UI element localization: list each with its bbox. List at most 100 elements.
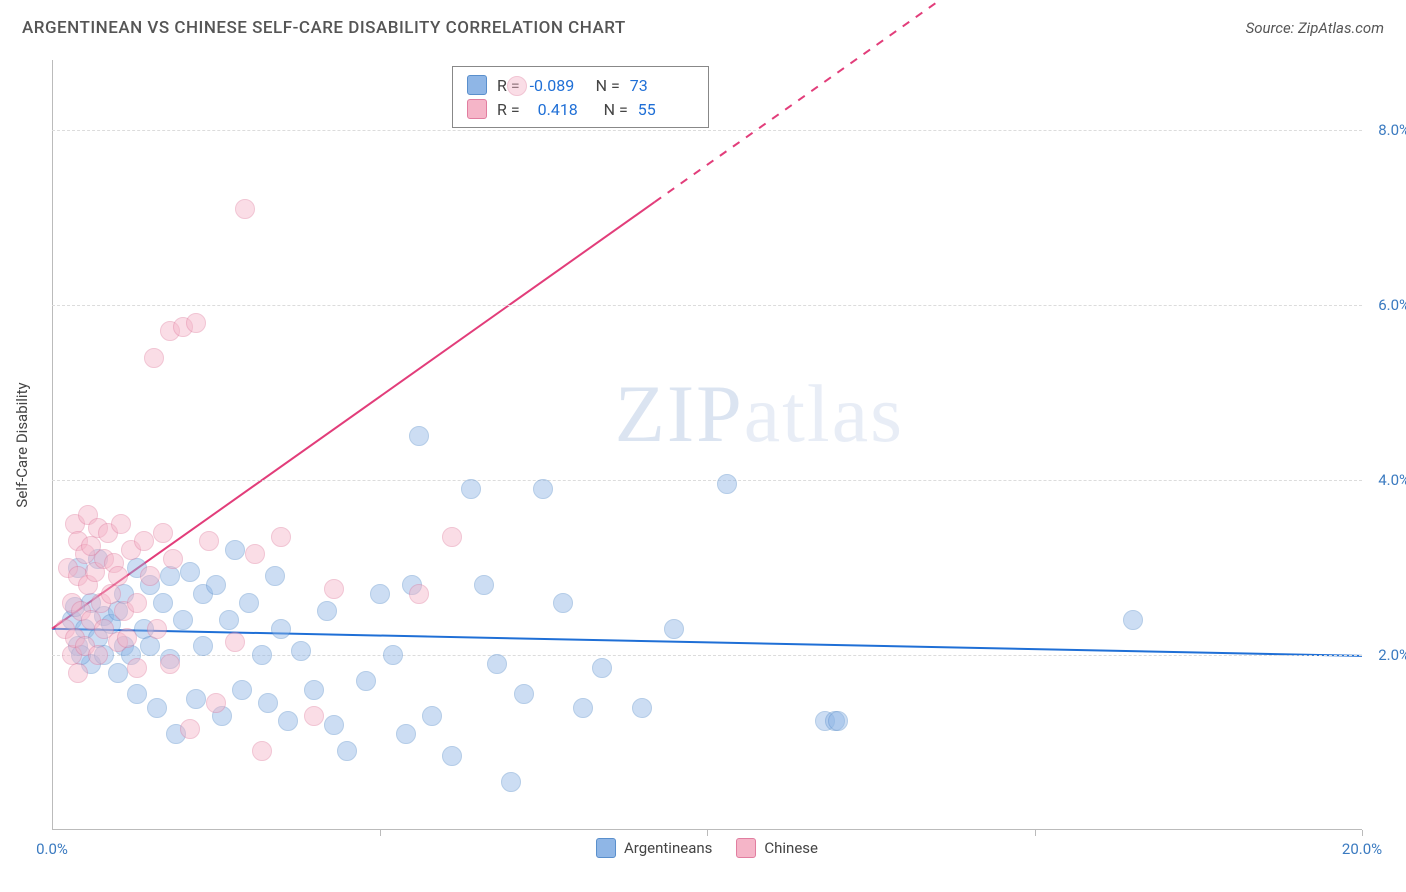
n-value: 73 — [630, 76, 686, 95]
x-tick — [380, 830, 381, 836]
data-point — [422, 706, 442, 726]
legend-item-argentineans: Argentineans — [596, 838, 712, 858]
data-point — [163, 549, 183, 569]
data-point — [186, 313, 206, 333]
gridline — [52, 130, 1362, 131]
r-value: 0.418 — [530, 100, 594, 119]
data-point — [514, 684, 534, 704]
data-point — [232, 680, 252, 700]
data-point — [304, 706, 324, 726]
n-value: 55 — [638, 100, 694, 119]
swatch-icon — [736, 838, 756, 858]
gridline — [52, 305, 1362, 306]
data-point — [127, 684, 147, 704]
data-point — [324, 715, 344, 735]
legend: Argentineans Chinese — [596, 838, 818, 858]
data-point — [252, 645, 272, 665]
data-point — [409, 584, 429, 604]
data-point — [317, 601, 337, 621]
data-point — [180, 719, 200, 739]
x-tick-label: 20.0% — [1342, 840, 1382, 858]
y-tick-label: 6.0% — [1368, 296, 1406, 314]
data-point — [396, 724, 416, 744]
data-point — [461, 479, 481, 499]
y-axis-label: Self-Care Disability — [13, 382, 31, 507]
data-point — [383, 645, 403, 665]
data-point — [127, 658, 147, 678]
data-point — [442, 527, 462, 547]
swatch-icon — [467, 99, 487, 119]
legend-item-chinese: Chinese — [736, 838, 818, 858]
data-point — [304, 680, 324, 700]
data-point — [337, 741, 357, 761]
data-point — [101, 584, 121, 604]
data-point — [108, 566, 128, 586]
data-point — [592, 658, 612, 678]
gridline — [52, 480, 1362, 481]
data-point — [199, 531, 219, 551]
data-point — [573, 698, 593, 718]
source-label: Source: ZipAtlas.com — [1246, 19, 1384, 37]
x-tick — [1035, 830, 1036, 836]
data-point — [144, 348, 164, 368]
data-point — [160, 566, 180, 586]
data-point — [180, 562, 200, 582]
legend-label: Argentineans — [624, 839, 712, 857]
data-point — [88, 645, 108, 665]
n-label: N = — [604, 100, 628, 119]
data-point — [487, 654, 507, 674]
data-point — [160, 654, 180, 674]
data-point — [108, 663, 128, 683]
r-value: -0.089 — [530, 76, 586, 95]
swatch-icon — [596, 838, 616, 858]
data-point — [632, 698, 652, 718]
data-point — [291, 641, 311, 661]
x-tick — [707, 830, 708, 836]
data-point — [271, 619, 291, 639]
data-point — [68, 663, 88, 683]
x-tick-label: 0.0% — [36, 840, 68, 858]
legend-label: Chinese — [764, 839, 818, 857]
data-point — [153, 593, 173, 613]
data-point — [717, 474, 737, 494]
data-point — [147, 619, 167, 639]
y-tick-label: 8.0% — [1368, 121, 1406, 139]
y-tick-label: 4.0% — [1368, 471, 1406, 489]
data-point — [501, 772, 521, 792]
stats-row-argentineans: R = -0.089 N = 73 — [467, 73, 694, 97]
data-point — [127, 593, 147, 613]
data-point — [140, 636, 160, 656]
data-point — [173, 610, 193, 630]
data-point — [1123, 610, 1143, 630]
data-point — [265, 566, 285, 586]
r-label: R = — [497, 100, 520, 119]
data-point — [664, 619, 684, 639]
data-point — [324, 579, 344, 599]
data-point — [147, 698, 167, 718]
data-point — [442, 746, 462, 766]
data-point — [533, 479, 553, 499]
stats-row-chinese: R = 0.418 N = 55 — [467, 97, 694, 121]
data-point — [828, 711, 848, 731]
data-point — [134, 531, 154, 551]
data-point — [553, 593, 573, 613]
stats-box: R = -0.089 N = 73 R = 0.418 N = 55 — [452, 66, 709, 128]
data-point — [474, 575, 494, 595]
y-tick-label: 2.0% — [1368, 646, 1406, 664]
data-point — [225, 632, 245, 652]
data-point — [186, 689, 206, 709]
data-point — [278, 711, 298, 731]
data-point — [239, 593, 259, 613]
data-point — [252, 741, 272, 761]
scatter-plot: ZIPatlas Self-Care Disability R = -0.089… — [52, 60, 1362, 830]
data-point — [409, 426, 429, 446]
trend-lines — [52, 60, 1362, 830]
data-point — [153, 523, 173, 543]
n-label: N = — [596, 76, 620, 95]
data-point — [219, 610, 239, 630]
gridline — [52, 655, 1362, 656]
data-point — [193, 636, 213, 656]
data-point — [271, 527, 291, 547]
data-point — [140, 566, 160, 586]
data-point — [235, 199, 255, 219]
